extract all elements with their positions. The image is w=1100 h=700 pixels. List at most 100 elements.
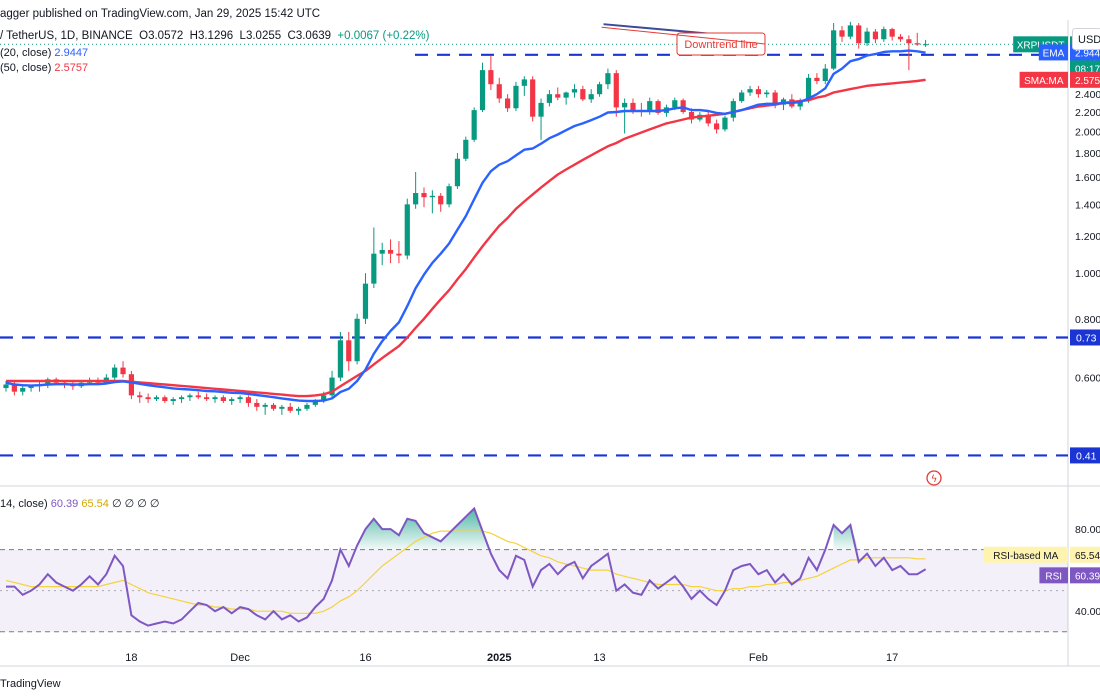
candle-body <box>279 406 285 409</box>
candle-body <box>304 404 310 409</box>
ema-legend[interactable]: (20, close) 2.9447 <box>0 47 88 59</box>
price-tick-label: 1.800 <box>1075 148 1100 160</box>
candle-body <box>897 36 904 40</box>
low-value: 3.0255 <box>245 30 282 42</box>
candle-body <box>881 29 887 40</box>
ohlc-header: / TetherUS, 1D, BINANCE O3.0572 H3.1296 … <box>0 30 430 42</box>
candle-body <box>429 195 435 198</box>
candle-body <box>312 401 318 405</box>
time-tick-label: Feb <box>749 652 768 664</box>
candle-body <box>229 399 235 402</box>
candle-body <box>396 253 402 256</box>
candle-body <box>153 397 160 400</box>
candle-body <box>321 395 327 402</box>
candle-body <box>421 193 427 198</box>
price-label-tag <box>1038 44 1068 61</box>
rsi-tick-label: 40.00 <box>1075 606 1100 618</box>
rsi-value-box <box>1070 546 1100 563</box>
candle-body <box>387 249 394 254</box>
price-tick-label: 2.200 <box>1075 107 1100 119</box>
footer-text: TradingView <box>0 678 61 690</box>
low-label: L <box>239 30 246 42</box>
candle-body <box>137 395 143 398</box>
price-label-tag <box>1019 71 1068 88</box>
tradingview-logo[interactable]: TradingView <box>0 678 61 690</box>
currency-button[interactable]: USD <box>1072 28 1100 50</box>
candle-body <box>296 408 302 411</box>
rsi-label-tag-text: RSI <box>1045 571 1062 582</box>
price-label-box <box>1070 71 1100 88</box>
ema-legend-label: (20, close) <box>0 47 52 59</box>
candle-body <box>463 139 469 159</box>
candle-body <box>605 73 611 85</box>
price-label-text: 08:17 <box>1075 64 1100 75</box>
candle-body <box>471 110 477 140</box>
rsi-value-text: 65.54 <box>1075 551 1100 562</box>
candle-body <box>538 102 544 117</box>
candle-body <box>329 377 335 396</box>
candle-body <box>563 92 569 98</box>
candle-body <box>580 89 586 100</box>
rsi-line <box>6 506 927 627</box>
rsi-tick-label: 80.00 <box>1075 524 1100 536</box>
candle-body <box>822 68 828 81</box>
sma-legend[interactable]: (50, close) 2.5757 <box>0 62 88 74</box>
price-tick-label: 1.000 <box>1075 268 1100 280</box>
candle-body <box>178 397 185 400</box>
ema20-line <box>5 49 926 403</box>
candle-body <box>254 402 260 407</box>
candle-body <box>805 77 812 101</box>
candle-body <box>346 340 352 362</box>
candle-body <box>571 89 578 93</box>
rsi-legend-label: 14, close) <box>0 498 48 510</box>
candle-body <box>622 102 628 108</box>
candle-body <box>11 384 17 392</box>
candle-body <box>630 102 636 111</box>
rsi-pane: 40.00 80.00 RSI-based MA 65.54 RSI 60.39 <box>0 506 1100 633</box>
close-value: 3.0639 <box>295 30 332 42</box>
candle-body <box>889 29 895 37</box>
candle-body <box>454 158 461 187</box>
price-label-text: 2.944 <box>1075 48 1100 59</box>
symbol-title: / TetherUS, 1D, BINANCE <box>0 30 133 42</box>
candle-body <box>555 94 561 98</box>
candle-body <box>262 404 268 407</box>
alert-icon-glyph: ϟ <box>931 474 938 485</box>
candle-body <box>856 25 862 44</box>
candle-body <box>379 249 385 254</box>
price-label-tag-text: EMA <box>1043 48 1065 59</box>
candle-body <box>672 100 678 108</box>
candle-body <box>162 397 168 402</box>
candle-body <box>596 84 603 95</box>
candle-body <box>839 30 845 37</box>
sma50-line <box>6 78 926 398</box>
price-tick-label: 1.600 <box>1075 172 1100 184</box>
candle-body <box>831 30 837 69</box>
candle-body <box>413 193 419 205</box>
candle-body <box>112 367 118 378</box>
time-tick-label: 18 <box>125 652 137 664</box>
candle-body <box>923 44 929 46</box>
high-label: H <box>189 30 198 42</box>
time-axis: 16Oct14Nov18Dec16202513Feb17 <box>125 652 898 664</box>
candle-body <box>847 25 853 37</box>
candle-body <box>906 39 912 44</box>
candle-body <box>505 98 511 109</box>
candle-body <box>479 70 486 111</box>
candle-body <box>714 123 720 130</box>
candle-body <box>3 384 9 389</box>
publish-info: agger published on TradingView.com, Jan … <box>0 8 320 20</box>
candle-body <box>128 374 134 396</box>
price-tick-label: 2.000 <box>1075 126 1100 138</box>
candle-body <box>814 77 820 81</box>
rsi-legend[interactable]: 14, close) 60.39 65.54 ∅ ∅ ∅ ∅ <box>0 497 159 510</box>
candle-body <box>245 397 252 403</box>
candle-body <box>730 101 736 118</box>
candle-body <box>872 31 879 40</box>
candle-body <box>755 89 761 95</box>
level-label-text: 0.73 <box>1076 332 1097 344</box>
candle-body <box>237 397 243 400</box>
rsi-legend-extras: ∅ ∅ ∅ ∅ <box>111 498 160 510</box>
candle-body <box>187 395 193 398</box>
